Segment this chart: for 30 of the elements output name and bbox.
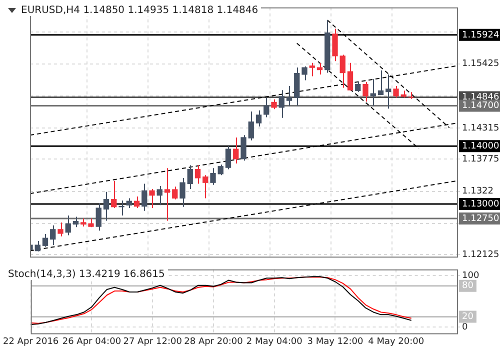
y-tick-label: 1.1322 [462, 186, 494, 197]
chart-title: Stoch(14,3,3) 13.4219 16.8615 [8, 269, 165, 280]
y-tick-label: 1.15425 [462, 59, 500, 70]
y-tick-label: 1.12125 [462, 250, 500, 260]
candlestick [164, 168, 170, 222]
x-tick-label: 2 May 04:00 [246, 336, 303, 347]
x-tick-label: 28 Apr 20:00 [184, 336, 244, 347]
candlestick [58, 222, 64, 237]
candlestick [271, 98, 277, 110]
ref-line-label: 1.12750 [462, 214, 500, 224]
ref-line-label: 80 [462, 281, 474, 292]
y-tick-label: 100 [462, 270, 480, 281]
y-tick-label: 1.14315 [462, 123, 500, 134]
chart-title: EURUSD,H4 1.14850 1.14935 1.14818 1.14846 [21, 5, 258, 16]
ref-line-label: 20 [462, 312, 474, 322]
candlestick [332, 28, 338, 62]
ref-line-label: 1.14000 [462, 142, 500, 152]
y-tick-label: 1.13775 [462, 154, 500, 165]
y-tick-label: 0 [462, 322, 468, 332]
x-tick-label: 26 Apr 04:00 [62, 336, 122, 347]
x-tick-label: 3 May 12:00 [307, 336, 364, 347]
ref-line-label: 1.15924 [462, 30, 500, 40]
ref-line-label: 1.14846 [462, 92, 500, 103]
candlestick [408, 92, 414, 100]
x-tick-label: 27 Apr 12:00 [123, 336, 182, 347]
ref-line-label: 1.13000 [462, 199, 500, 210]
x-tick-label: 4 May 20:00 [368, 336, 424, 347]
ref-line-label: 1.14700 [462, 101, 500, 112]
candlestick [302, 66, 308, 81]
x-tick-label: 22 Apr 2016 [2, 336, 59, 347]
